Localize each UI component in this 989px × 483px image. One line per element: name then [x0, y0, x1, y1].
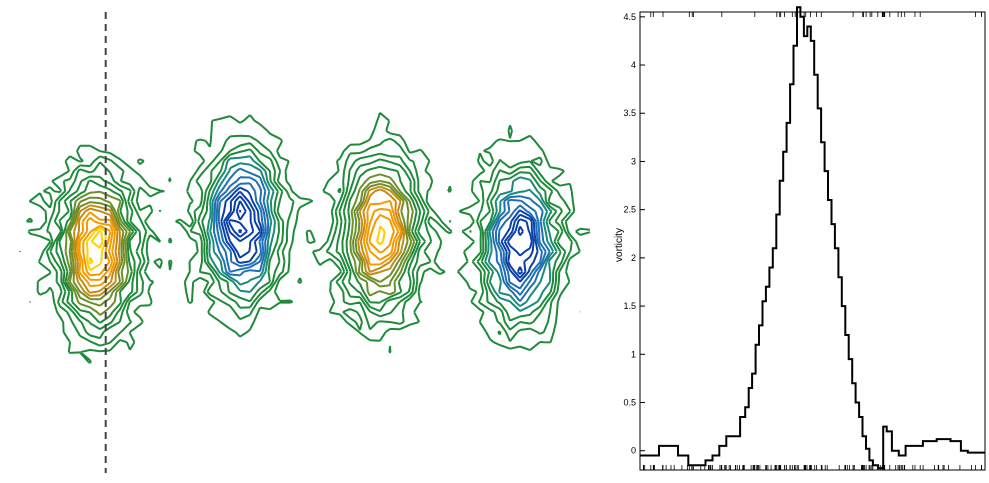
y-axis-ticks: 0 0.5 1 1.5 2 2.5 3 3.5 4 4.5: [623, 12, 645, 456]
contour-level-10: [201, 148, 562, 322]
contour-level-1: [228, 200, 524, 238]
y-tick-label: 2: [631, 253, 636, 263]
y-tick-label: 4: [631, 60, 636, 70]
contour-level-20: [66, 179, 413, 307]
contour-level-13: [9, 114, 591, 352]
contour-level-15: [45, 137, 433, 347]
contour-level-21: [68, 182, 409, 301]
y-tick-label: 3.5: [623, 108, 636, 118]
y-tick-label: 1.5: [623, 301, 636, 311]
contour-level-2: [225, 195, 533, 275]
contour-level-27: [85, 225, 386, 272]
plot-frame: [639, 11, 986, 471]
contour-level-11: [197, 142, 567, 331]
contour-level-8: [209, 162, 555, 308]
contour-level-9: [206, 155, 558, 312]
contour-level-18: [58, 165, 419, 324]
contour-level-6: [215, 176, 547, 296]
contour-level-25: [78, 207, 400, 281]
y-axis-label: vorticity: [614, 228, 625, 262]
y-tick-label: 4.5: [623, 12, 636, 22]
contour-level-3: [222, 190, 535, 279]
y-tick-label: 3: [631, 156, 636, 166]
contour-level-17: [55, 158, 422, 330]
x-axis-ticks: [643, 12, 983, 470]
contour-level-23: [74, 188, 404, 294]
contour-level-19: [64, 173, 416, 316]
contour-level-24: [76, 199, 402, 288]
y-tick-label: 2.5: [623, 205, 636, 215]
y-tick-label: 1: [631, 349, 636, 359]
contour-level-22: [72, 185, 406, 297]
contour-level-28: [88, 229, 104, 265]
y-tick-label: 0: [631, 446, 636, 456]
y-tick-label: 0.5: [623, 398, 636, 408]
contour-level-7: [212, 167, 551, 302]
contour-level-4: [220, 186, 539, 283]
vorticity-contour-plot: [9, 12, 591, 473]
contour-level-14: [18, 112, 453, 364]
contour-level-5: [217, 182, 543, 290]
contour-lines: [9, 112, 591, 364]
contour-level-12: [189, 134, 573, 342]
vorticity-profile-line: [640, 6, 985, 470]
contour-level-0: [237, 209, 243, 234]
contour-level-16: [49, 152, 427, 340]
vorticity-profile-plot: 0 0.5 1 1.5 2 2.5 3 3.5 4 4.5 vorticity: [614, 6, 986, 471]
